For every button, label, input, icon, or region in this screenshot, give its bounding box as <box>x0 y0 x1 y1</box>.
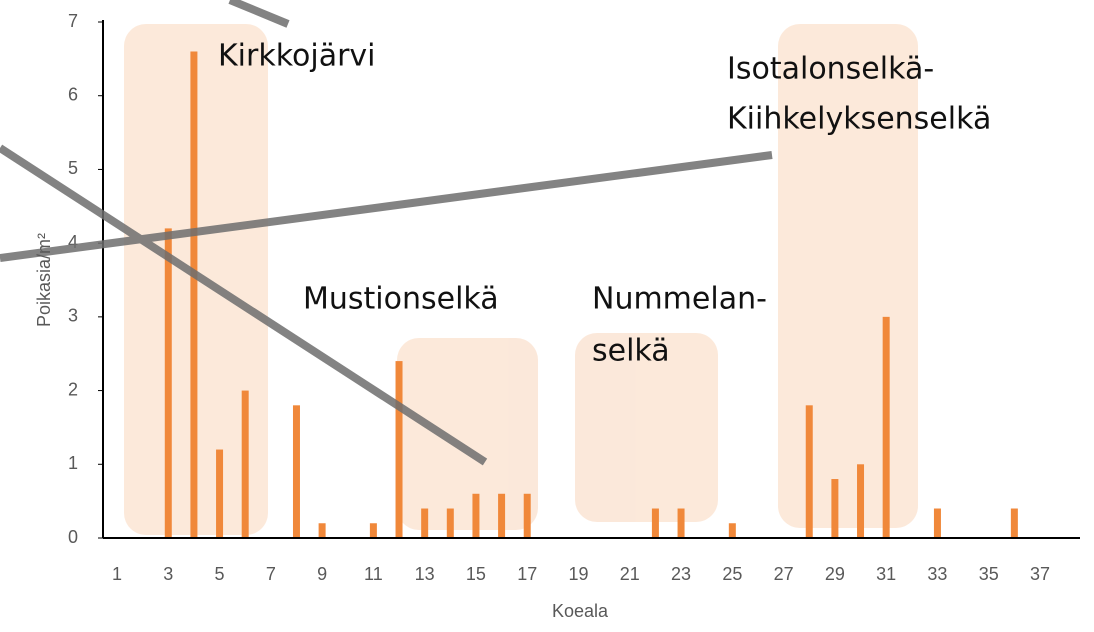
bar <box>831 479 839 538</box>
x-tick-label: 11 <box>364 564 383 584</box>
x-tick-label: 17 <box>517 564 537 584</box>
bar <box>292 405 300 538</box>
region-box <box>778 24 918 528</box>
pointer-line <box>0 151 773 262</box>
y-tick-label: 3 <box>68 306 78 326</box>
bar <box>164 228 172 538</box>
bar <box>421 508 429 538</box>
annotation: Nummelan- <box>592 282 767 317</box>
bar <box>369 523 377 538</box>
bar <box>651 508 659 538</box>
x-tick-label: 27 <box>774 564 794 584</box>
bar <box>523 493 531 538</box>
x-tick-label: 31 <box>876 564 896 584</box>
annotation: Kirkkojärvi <box>218 39 376 74</box>
x-tick-label: 15 <box>466 564 486 584</box>
x-tick-label: 29 <box>825 564 845 584</box>
bar <box>805 405 813 538</box>
bar <box>395 361 403 538</box>
bar <box>446 508 454 538</box>
bar <box>1010 508 1018 538</box>
y-tick-label: 6 <box>68 84 78 104</box>
bar <box>216 449 224 538</box>
x-tick-label: 23 <box>671 564 691 584</box>
bar <box>241 390 249 538</box>
annotation: selkä <box>592 334 670 369</box>
bar <box>882 316 890 538</box>
bar <box>472 493 480 538</box>
bar <box>728 523 736 538</box>
x-tick-label: 3 <box>163 564 173 584</box>
x-tick-label: 37 <box>1030 564 1050 584</box>
x-tick-label: 5 <box>215 564 225 584</box>
y-tick-label: 7 <box>68 11 78 31</box>
y-tick-label: 1 <box>68 453 78 473</box>
x-tick-label: 25 <box>722 564 742 584</box>
y-tick-label: 0 <box>68 527 78 547</box>
bar <box>498 493 506 538</box>
x-axis-title: Koeala <box>552 601 609 621</box>
bar <box>857 464 865 538</box>
bar <box>190 51 198 538</box>
bar <box>318 523 326 538</box>
y-tick-label: 5 <box>68 158 78 178</box>
region-box <box>575 333 718 522</box>
annotation: Isotalonselkä- <box>727 52 934 87</box>
pointer-line <box>0 144 488 466</box>
pointer-line <box>228 0 290 28</box>
pointer-lines <box>0 0 773 466</box>
bar <box>677 508 685 538</box>
x-tick-label: 33 <box>927 564 947 584</box>
region-box <box>397 338 538 530</box>
bar <box>933 508 941 538</box>
y-axis-title: Poikasia/m² <box>34 233 54 327</box>
x-tick-label: 1 <box>112 564 122 584</box>
annotation: Mustionselkä <box>303 282 499 317</box>
x-tick-label: 9 <box>317 564 327 584</box>
y-tick-label: 4 <box>68 232 78 252</box>
y-tick-label: 2 <box>68 379 78 399</box>
x-tick-label: 35 <box>979 564 999 584</box>
x-tick-label: 19 <box>568 564 588 584</box>
x-tick-label: 13 <box>415 564 435 584</box>
x-tick-label: 21 <box>620 564 640 584</box>
x-tick-label: 7 <box>266 564 276 584</box>
annotation: Kiihkelyksenselkä <box>727 102 991 137</box>
